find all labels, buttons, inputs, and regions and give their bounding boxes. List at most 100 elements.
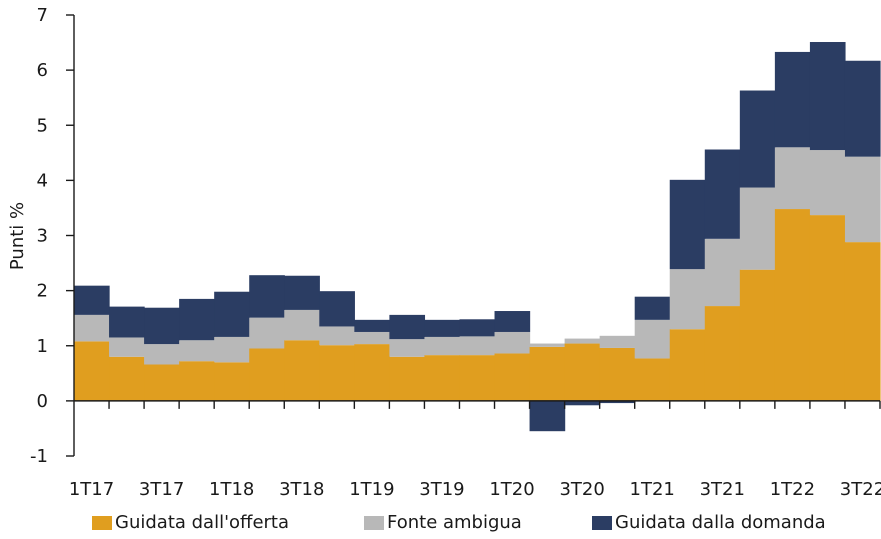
bar-segment-1T19-ambiguous xyxy=(354,331,390,345)
legend-label-demand: Guidata dalla domanda xyxy=(615,512,826,533)
plot-area xyxy=(74,42,881,432)
y-tick-label: 0 xyxy=(37,391,48,412)
bar-segment-3T19-ambiguous xyxy=(424,336,461,356)
bar-segment-2T19-demand xyxy=(389,314,426,340)
bar-segment-4T19-supply xyxy=(459,355,496,401)
bar-segment-2T18-demand xyxy=(249,275,285,318)
legend-item-demand: Guidata dalla domanda xyxy=(592,512,826,533)
bar-segment-4T18-demand xyxy=(319,291,355,327)
bar-segment-3T22-supply xyxy=(844,242,881,401)
bar-segment-4T21-demand xyxy=(739,90,776,188)
bar-segment-4T21-supply xyxy=(739,269,776,401)
bar-segment-3T17-ambiguous xyxy=(144,344,180,365)
bar-segment-4T17-demand xyxy=(179,298,215,341)
bar-segment-3T19-supply xyxy=(424,355,461,401)
bar-segment-3T19-demand xyxy=(424,319,461,337)
y-axis-title: Punti % xyxy=(7,202,28,270)
bar-segment-2T18-ambiguous xyxy=(249,317,285,349)
x-tick-label: 1T22 xyxy=(770,479,815,500)
legend: Guidata dall'offerta Fonte ambigua Guida… xyxy=(0,512,881,538)
bar-segment-4T19-ambiguous xyxy=(459,336,496,356)
y-tick-label: 1 xyxy=(37,336,48,357)
legend-swatch-demand xyxy=(592,515,612,530)
bar-segment-4T18-supply xyxy=(319,345,355,401)
bar-segment-1T18-supply xyxy=(214,362,250,401)
x-tick-label: 1T17 xyxy=(69,479,114,500)
bar-segment-4T17-ambiguous xyxy=(179,340,215,362)
bar-segment-3T20-supply xyxy=(564,343,601,401)
bar-segment-2T20-demand xyxy=(529,400,566,432)
bar-segment-1T18-ambiguous xyxy=(214,336,250,363)
x-tick-label: 1T21 xyxy=(630,479,675,500)
x-tick-label: 3T17 xyxy=(139,479,184,500)
x-tick-label: 3T22 xyxy=(840,479,881,500)
bar-segment-4T20-supply xyxy=(599,347,636,401)
bar-segment-1T22-ambiguous xyxy=(774,147,811,210)
x-tick-label: 1T20 xyxy=(489,479,534,500)
bar-segment-2T17-supply xyxy=(109,356,145,401)
bar-segment-2T22-ambiguous xyxy=(809,150,846,216)
legend-item-supply: Guidata dall'offerta xyxy=(92,512,289,533)
bar-segment-2T17-demand xyxy=(109,306,145,338)
x-tick-label: 3T19 xyxy=(419,479,464,500)
bar-segment-2T19-supply xyxy=(389,356,426,401)
bar-segment-1T22-supply xyxy=(774,209,811,401)
bar-segment-1T21-supply xyxy=(634,358,671,401)
bar-segment-1T21-ambiguous xyxy=(634,319,671,359)
bar-segment-3T18-demand xyxy=(284,275,320,310)
bar-segment-3T20-demand xyxy=(564,400,601,406)
bar-segment-2T20-ambiguous xyxy=(529,343,566,347)
legend-swatch-supply xyxy=(92,515,112,530)
x-tick-label: 1T19 xyxy=(349,479,394,500)
bar-segment-3T21-ambiguous xyxy=(704,238,741,307)
bar-segment-3T17-demand xyxy=(144,307,180,345)
y-tick-label: 5 xyxy=(37,115,48,136)
stacked-bar-chart: -1 0 1 2 3 4 5 6 7 1T17 3T17 1T18 3T18 1T19 3T19 1T20 3… xyxy=(7,5,881,500)
x-tick-label: 3T20 xyxy=(559,479,604,500)
bar-segment-2T21-demand xyxy=(669,179,706,270)
bar-segment-1T18-demand xyxy=(214,291,250,337)
bar-segment-3T17-supply xyxy=(144,364,180,401)
bar-segment-4T20-demand xyxy=(599,400,636,404)
y-axis: -1 0 1 2 3 4 5 6 7 xyxy=(30,5,75,467)
bar-segment-2T22-demand xyxy=(809,42,846,151)
y-tick-label: 2 xyxy=(37,281,48,302)
bar-segment-3T18-ambiguous xyxy=(284,309,320,341)
bar-segment-4T21-ambiguous xyxy=(739,187,776,270)
bar-segment-2T20-supply xyxy=(529,346,566,401)
x-tick-label: 1T18 xyxy=(209,479,254,500)
y-tick-label: 7 xyxy=(37,5,48,26)
x-axis: 1T17 3T17 1T18 3T18 1T19 3T19 1T20 3T20 1T21 3T21… xyxy=(69,400,881,500)
legend-item-ambiguous: Fonte ambigua xyxy=(364,512,522,533)
bar-segment-4T17-supply xyxy=(179,361,215,401)
legend-swatch-ambiguous xyxy=(364,515,384,530)
bar-segment-1T17-ambiguous xyxy=(74,314,110,342)
bar-segment-3T21-supply xyxy=(704,306,741,401)
bar-segment-3T21-demand xyxy=(704,149,741,239)
bar-segment-3T22-demand xyxy=(844,60,881,157)
bar-segment-1T22-demand xyxy=(774,51,811,148)
bar-segment-1T20-ambiguous xyxy=(494,331,531,354)
bar-segment-2T21-supply xyxy=(669,329,706,401)
y-tick-label: 6 xyxy=(37,60,48,81)
bar-segment-4T18-ambiguous xyxy=(319,326,355,346)
x-tick-label: 3T21 xyxy=(700,479,745,500)
bar-segment-1T19-demand xyxy=(354,319,390,332)
bar-segment-2T21-ambiguous xyxy=(669,269,706,330)
bar-segment-3T18-supply xyxy=(284,340,320,401)
bar-segment-2T18-supply xyxy=(249,348,285,401)
bar-segment-3T20-ambiguous xyxy=(564,338,601,344)
bar-segment-3T22-ambiguous xyxy=(844,156,881,243)
y-tick-label: 3 xyxy=(37,226,48,247)
bar-segment-1T17-supply xyxy=(74,341,110,401)
legend-label-ambiguous: Fonte ambigua xyxy=(387,512,522,533)
bar-segment-1T20-supply xyxy=(494,353,531,401)
bar-segment-2T22-supply xyxy=(809,215,846,401)
bar-segment-1T21-demand xyxy=(634,296,671,320)
bar-segment-1T20-demand xyxy=(494,311,531,332)
legend-label-supply: Guidata dall'offerta xyxy=(115,512,290,533)
bar-segment-4T19-demand xyxy=(459,319,496,337)
x-tick-label: 3T18 xyxy=(279,479,324,500)
y-tick-label: -1 xyxy=(30,446,48,467)
bar-segment-4T20-ambiguous xyxy=(599,335,636,348)
